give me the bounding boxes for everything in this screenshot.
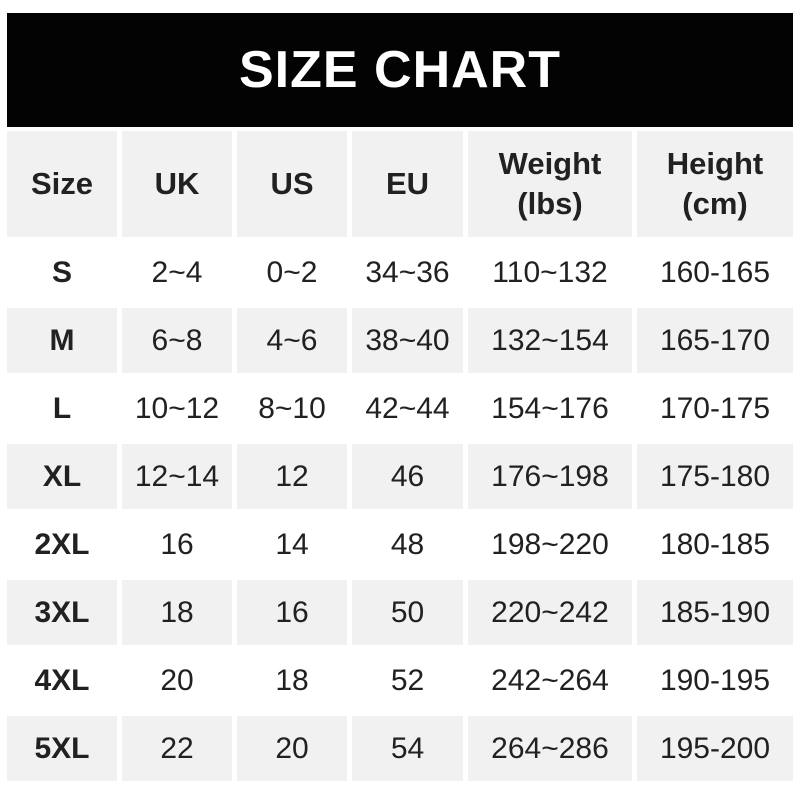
table-cell: 220~242 bbox=[468, 580, 632, 645]
table-cell: 180-185 bbox=[637, 512, 793, 577]
table-cell: 160-165 bbox=[637, 240, 793, 305]
table-cell: 8~10 bbox=[237, 376, 347, 441]
table-row-4xl: 4XL 20 18 52 242~264 190-195 bbox=[7, 648, 793, 713]
table-cell: 12 bbox=[237, 444, 347, 509]
column-header-weight: Weight (lbs) bbox=[468, 131, 632, 237]
table-cell: 242~264 bbox=[468, 648, 632, 713]
table-row-m: M 6~8 4~6 38~40 132~154 165-170 bbox=[7, 308, 793, 373]
table-cell: 4~6 bbox=[237, 308, 347, 373]
table-cell: 2~4 bbox=[122, 240, 232, 305]
table-row-5xl: 5XL 22 20 54 264~286 195-200 bbox=[7, 716, 793, 781]
table-cell: 0~2 bbox=[237, 240, 347, 305]
table-cell: 34~36 bbox=[352, 240, 463, 305]
size-label-cell: S bbox=[7, 240, 117, 305]
size-label-cell: 4XL bbox=[7, 648, 117, 713]
table-cell: 132~154 bbox=[468, 308, 632, 373]
column-header-us: US bbox=[237, 131, 347, 237]
table-cell: 22 bbox=[122, 716, 232, 781]
table-cell: 18 bbox=[237, 648, 347, 713]
size-label-cell: 5XL bbox=[7, 716, 117, 781]
column-header-eu: EU bbox=[352, 131, 463, 237]
table-cell: 14 bbox=[237, 512, 347, 577]
table-row-2xl: 2XL 16 14 48 198~220 180-185 bbox=[7, 512, 793, 577]
table-cell: 264~286 bbox=[468, 716, 632, 781]
title-banner: SIZE CHART bbox=[7, 13, 793, 127]
size-label-cell: M bbox=[7, 308, 117, 373]
table-cell: 154~176 bbox=[468, 376, 632, 441]
table-cell: 176~198 bbox=[468, 444, 632, 509]
table-cell: 12~14 bbox=[122, 444, 232, 509]
table-cell: 18 bbox=[122, 580, 232, 645]
table-cell: 52 bbox=[352, 648, 463, 713]
table-cell: 20 bbox=[237, 716, 347, 781]
table-row-s: S 2~4 0~2 34~36 110~132 160-165 bbox=[7, 240, 793, 305]
table-header-row: Size UK US EU Weight (lbs) Height (cm) bbox=[7, 131, 793, 237]
table-cell: 48 bbox=[352, 512, 463, 577]
table-cell: 38~40 bbox=[352, 308, 463, 373]
table-cell: 190-195 bbox=[637, 648, 793, 713]
table-cell: 185-190 bbox=[637, 580, 793, 645]
page-title: SIZE CHART bbox=[239, 41, 561, 99]
size-label-cell: 3XL bbox=[7, 580, 117, 645]
table-cell: 54 bbox=[352, 716, 463, 781]
table-cell: 198~220 bbox=[468, 512, 632, 577]
table-row-3xl: 3XL 18 16 50 220~242 185-190 bbox=[7, 580, 793, 645]
table-cell: 50 bbox=[352, 580, 463, 645]
table-cell: 42~44 bbox=[352, 376, 463, 441]
table-cell: 20 bbox=[122, 648, 232, 713]
column-header-height: Height (cm) bbox=[637, 131, 793, 237]
table-cell: 16 bbox=[237, 580, 347, 645]
table-cell: 165-170 bbox=[637, 308, 793, 373]
table-cell: 195-200 bbox=[637, 716, 793, 781]
table-row-l: L 10~12 8~10 42~44 154~176 170-175 bbox=[7, 376, 793, 441]
table-cell: 46 bbox=[352, 444, 463, 509]
table-cell: 170-175 bbox=[637, 376, 793, 441]
size-label-cell: L bbox=[7, 376, 117, 441]
size-chart-table: Size UK US EU Weight (lbs) Height (cm) S… bbox=[7, 131, 793, 781]
table-body: S 2~4 0~2 34~36 110~132 160-165 M 6~8 4~6 38~40 13… bbox=[7, 240, 793, 781]
column-header-uk: UK bbox=[122, 131, 232, 237]
table-row-xl: XL 12~14 12 46 176~198 175-180 bbox=[7, 444, 793, 509]
column-header-size: Size bbox=[7, 131, 117, 237]
size-label-cell: 2XL bbox=[7, 512, 117, 577]
table-cell: 110~132 bbox=[468, 240, 632, 305]
table-cell: 175-180 bbox=[637, 444, 793, 509]
table-cell: 16 bbox=[122, 512, 232, 577]
table-cell: 6~8 bbox=[122, 308, 232, 373]
table-cell: 10~12 bbox=[122, 376, 232, 441]
size-label-cell: XL bbox=[7, 444, 117, 509]
